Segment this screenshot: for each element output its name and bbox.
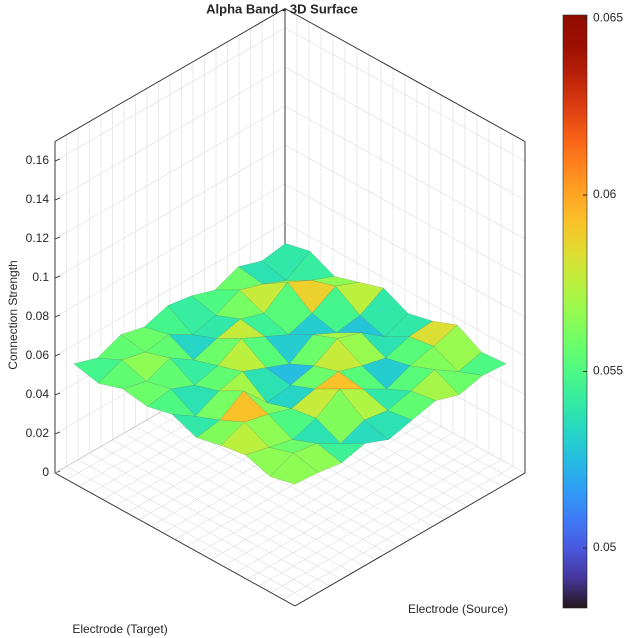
surface-patch — [269, 452, 319, 485]
z-tick — [54, 197, 61, 201]
floor-grid-line — [282, 466, 514, 600]
z-tick-label: 0.16 — [26, 153, 50, 167]
floor-grid-line — [246, 446, 478, 580]
colorbar-tick-label: 0.05 — [593, 540, 617, 554]
grid-line — [284, 105, 526, 240]
colorbar — [562, 14, 588, 609]
grid-line — [54, 144, 286, 279]
floor-grid-line — [135, 426, 376, 560]
grid-line — [284, 144, 526, 279]
z-tick-label: 0.04 — [26, 387, 50, 401]
chart-title: Alpha Band - 3D Surface — [206, 1, 358, 16]
floor-grid-line — [100, 446, 342, 580]
floor-grid-line — [258, 452, 490, 587]
colorbar-tick-label: 0.055 — [593, 364, 623, 378]
grid-line — [284, 183, 526, 318]
floor-grid-line — [112, 439, 353, 574]
grid-line — [54, 66, 286, 201]
floor-grid-line — [270, 459, 502, 593]
floor-grid-line — [66, 466, 307, 600]
axis-line — [294, 472, 526, 607]
z-tick-label: 0.14 — [26, 192, 50, 206]
floor-grid-line — [89, 452, 330, 587]
grid-line — [284, 66, 526, 201]
z-tick-label: 0.08 — [26, 309, 50, 323]
floor-grid-line — [146, 419, 388, 554]
z-tick — [54, 392, 61, 396]
z-tick-label: 0.1 — [32, 270, 49, 284]
grid-line — [54, 27, 286, 162]
axis-line — [284, 8, 526, 142]
grid-line — [54, 105, 286, 240]
z-tick-label: 0.02 — [26, 426, 50, 440]
z-tick-label: 0 — [42, 465, 49, 479]
floor-grid-line — [210, 426, 442, 560]
axis-line — [54, 472, 296, 607]
z-tick — [54, 236, 61, 240]
floor-grid-line — [77, 459, 319, 593]
surface — [73, 243, 507, 485]
z-tick — [54, 275, 61, 279]
z-tick-label: 0.06 — [26, 348, 50, 362]
colorbar-tick-label: 0.06 — [593, 187, 617, 201]
z-axis-label: Connection Strength — [6, 260, 20, 369]
grid-line — [54, 183, 286, 318]
floor-grid-line — [222, 432, 454, 567]
grid-line — [284, 222, 526, 357]
z-tick — [54, 431, 61, 435]
floor-grid-line — [234, 439, 466, 574]
grid-line — [54, 222, 286, 357]
floor-grid-line — [198, 419, 430, 554]
z-tick — [54, 314, 61, 318]
floor-grid-line — [123, 432, 365, 567]
axes-box: 0 0.02 0.04 0.06 0.08 0.1 0.12 0.14 0.16 — [26, 8, 526, 607]
grid-line — [284, 27, 526, 162]
z-tick — [54, 353, 61, 357]
y-axis-label: Electrode (Target) — [72, 622, 167, 636]
x-axis-label: Electrode (Source) — [408, 602, 508, 616]
axis-line — [54, 8, 286, 142]
colorbar-tick-label: 0.065 — [593, 11, 623, 25]
z-tick — [54, 158, 61, 162]
z-tick-label: 0.12 — [26, 231, 50, 245]
